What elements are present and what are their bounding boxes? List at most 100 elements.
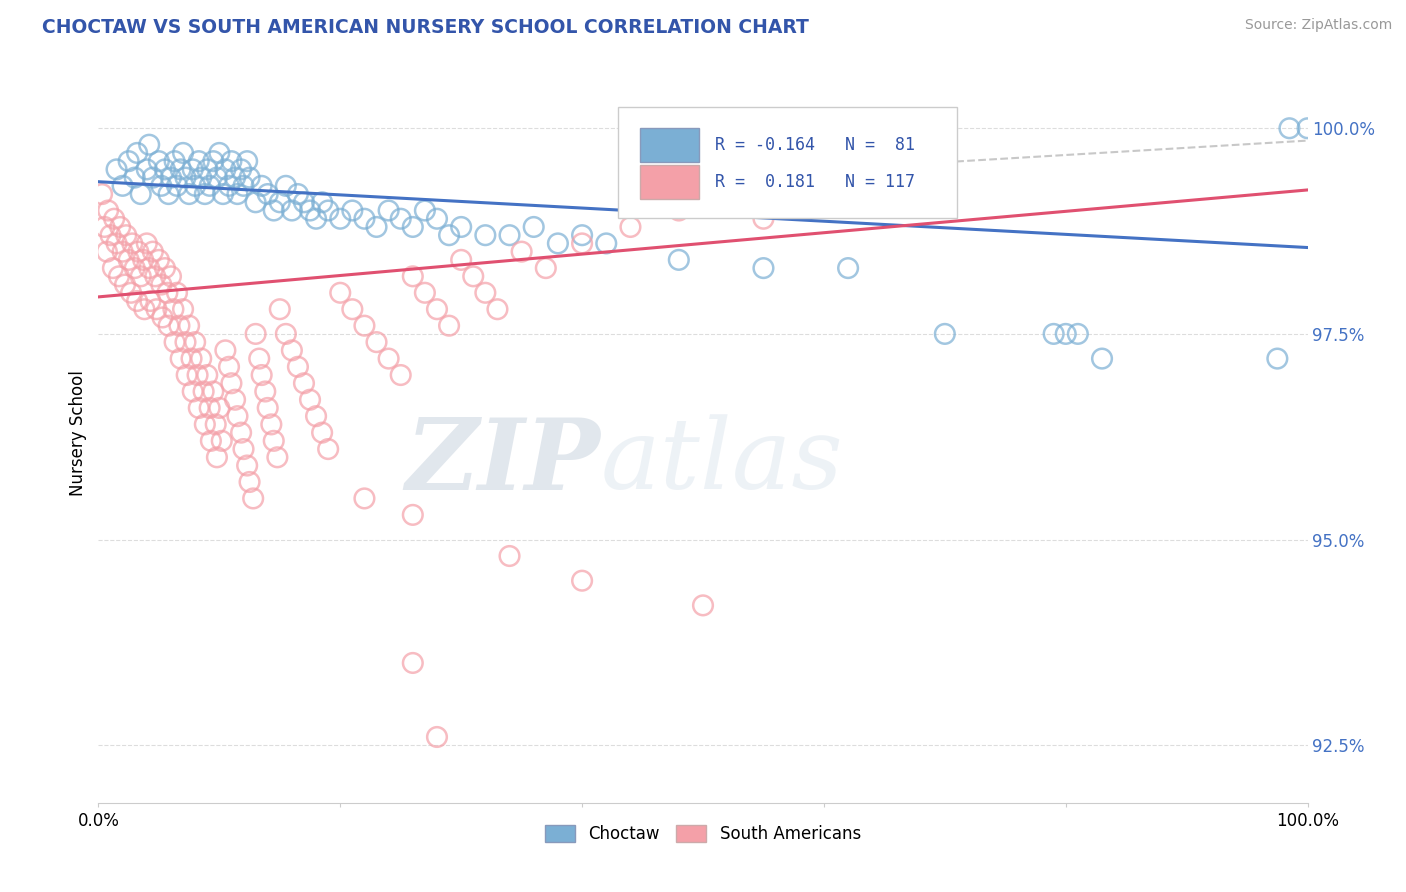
Point xyxy=(426,211,449,226)
Point xyxy=(299,392,322,407)
Point xyxy=(245,326,267,341)
Point xyxy=(752,261,775,276)
Point xyxy=(111,244,134,259)
Point xyxy=(232,442,254,456)
Point xyxy=(204,417,226,432)
Point xyxy=(120,285,142,300)
Point xyxy=(247,351,270,366)
Point xyxy=(305,409,328,424)
Point xyxy=(157,318,180,333)
Point xyxy=(129,187,152,202)
Point xyxy=(292,195,315,210)
Point xyxy=(274,178,297,193)
Point xyxy=(162,302,184,317)
Point xyxy=(93,219,115,234)
Point xyxy=(179,187,201,202)
Point xyxy=(437,318,460,333)
Point xyxy=(118,252,141,267)
Point xyxy=(172,302,194,317)
Point xyxy=(402,269,425,284)
Point xyxy=(263,203,285,218)
Point xyxy=(229,425,252,440)
Point xyxy=(97,203,120,218)
Point xyxy=(329,285,352,300)
Point xyxy=(169,162,191,177)
Point xyxy=(474,228,496,243)
Text: Source: ZipAtlas.com: Source: ZipAtlas.com xyxy=(1244,18,1392,32)
Point xyxy=(184,178,207,193)
Point xyxy=(437,228,460,243)
Point xyxy=(547,236,569,251)
Point xyxy=(329,211,352,226)
Point xyxy=(269,302,291,317)
Point xyxy=(127,244,149,259)
Point xyxy=(250,178,273,193)
Point xyxy=(129,269,152,284)
Legend: Choctaw, South Americans: Choctaw, South Americans xyxy=(538,819,868,850)
Point xyxy=(157,187,180,202)
Point xyxy=(413,285,436,300)
Point xyxy=(236,154,259,169)
Point xyxy=(163,154,186,169)
Point xyxy=(163,335,186,350)
Point xyxy=(180,351,202,366)
Point xyxy=(1296,121,1319,136)
Point xyxy=(353,318,375,333)
Point xyxy=(214,343,236,358)
Point xyxy=(190,351,212,366)
Point xyxy=(202,154,225,169)
Point xyxy=(181,162,204,177)
Point xyxy=(311,195,333,210)
Point xyxy=(1054,326,1077,341)
Point xyxy=(534,261,557,276)
Point xyxy=(176,368,198,382)
Point xyxy=(111,178,134,193)
Point xyxy=(269,195,291,210)
Point xyxy=(160,170,183,185)
Point xyxy=(148,252,170,267)
Point xyxy=(194,417,217,432)
Point xyxy=(254,384,277,399)
Point xyxy=(426,730,449,744)
Point xyxy=(1267,351,1289,366)
Point xyxy=(166,285,188,300)
Point xyxy=(402,219,425,234)
Point xyxy=(142,170,165,185)
Point xyxy=(245,195,267,210)
Point xyxy=(263,434,285,448)
Point xyxy=(221,376,243,391)
Point xyxy=(174,170,197,185)
Point xyxy=(571,228,593,243)
Point xyxy=(402,508,425,522)
Text: CHOCTAW VS SOUTH AMERICAN NURSERY SCHOOL CORRELATION CHART: CHOCTAW VS SOUTH AMERICAN NURSERY SCHOOL… xyxy=(42,18,808,37)
Point xyxy=(342,203,364,218)
FancyBboxPatch shape xyxy=(640,128,699,161)
Point xyxy=(101,261,124,276)
Point xyxy=(619,219,641,234)
Point xyxy=(299,203,322,218)
Point xyxy=(498,549,520,563)
Point xyxy=(190,170,212,185)
Point xyxy=(150,277,173,292)
Point xyxy=(160,269,183,284)
Point xyxy=(226,187,249,202)
Point xyxy=(127,145,149,160)
Point xyxy=(153,261,176,276)
Point xyxy=(208,401,231,415)
Point xyxy=(260,417,283,432)
Point xyxy=(156,285,179,300)
FancyBboxPatch shape xyxy=(640,165,699,199)
Point xyxy=(91,187,114,202)
Point xyxy=(105,162,128,177)
Point xyxy=(218,359,240,374)
Point xyxy=(150,178,173,193)
Point xyxy=(200,434,222,448)
Point xyxy=(195,162,218,177)
Point xyxy=(184,335,207,350)
Point xyxy=(153,162,176,177)
Point xyxy=(716,195,738,210)
Point xyxy=(138,137,160,152)
Point xyxy=(292,376,315,391)
Point xyxy=(139,293,162,308)
Point xyxy=(218,178,240,193)
